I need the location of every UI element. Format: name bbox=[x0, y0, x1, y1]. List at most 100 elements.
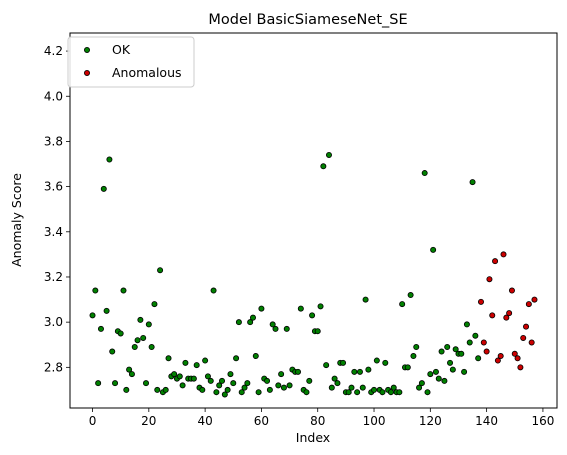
data-point-ok bbox=[128, 371, 135, 378]
data-point-ok bbox=[314, 328, 321, 335]
data-point-anomalous bbox=[494, 357, 501, 364]
data-point-ok bbox=[235, 319, 242, 326]
y-tick-label: 3.6 bbox=[44, 180, 63, 194]
data-point-ok bbox=[106, 156, 113, 163]
data-point-ok bbox=[249, 314, 256, 321]
data-point-ok bbox=[199, 386, 206, 393]
data-point-ok bbox=[466, 339, 473, 346]
data-point-ok bbox=[264, 377, 271, 384]
data-point-ok bbox=[421, 170, 428, 177]
data-point-ok bbox=[182, 359, 189, 366]
data-point-ok bbox=[219, 377, 226, 384]
data-point-ok bbox=[233, 355, 240, 362]
data-point-ok bbox=[325, 151, 332, 158]
y-tick-label: 3.0 bbox=[44, 315, 63, 329]
data-point-ok bbox=[190, 375, 197, 382]
data-point-ok bbox=[362, 296, 369, 303]
y-tick-label: 4.2 bbox=[44, 44, 63, 58]
data-point-ok bbox=[424, 389, 431, 396]
data-point-ok bbox=[447, 359, 454, 366]
data-point-ok bbox=[348, 384, 355, 391]
data-point-ok bbox=[475, 355, 482, 362]
data-point-anomalous bbox=[517, 364, 524, 371]
x-axis-label: Index bbox=[296, 430, 330, 445]
data-point-ok bbox=[255, 389, 262, 396]
data-point-ok bbox=[97, 325, 104, 332]
data-point-ok bbox=[340, 359, 347, 366]
data-point-ok bbox=[334, 380, 341, 387]
legend-box bbox=[67, 36, 195, 88]
data-point-ok bbox=[472, 332, 479, 339]
data-point-ok bbox=[359, 384, 366, 391]
data-point-ok bbox=[438, 348, 445, 355]
data-point-ok bbox=[396, 389, 403, 396]
data-point-ok bbox=[154, 386, 161, 393]
x-tick-label: 60 bbox=[254, 414, 269, 428]
legend-label-anomalous: Anomalous bbox=[112, 65, 182, 80]
data-point-ok bbox=[244, 380, 251, 387]
data-point-ok bbox=[148, 344, 155, 351]
data-point-ok bbox=[297, 305, 304, 312]
data-point-ok bbox=[441, 377, 448, 384]
x-axis-ticks: 0 20 40 60 80 100 120 140 160 bbox=[89, 408, 554, 428]
data-point-ok bbox=[176, 373, 183, 380]
legend-marker-ok bbox=[84, 47, 91, 54]
data-point-ok bbox=[134, 337, 141, 344]
data-point-ok bbox=[238, 389, 245, 396]
data-point-ok bbox=[126, 366, 133, 373]
data-point-ok bbox=[123, 386, 130, 393]
data-point-ok bbox=[230, 380, 237, 387]
data-point-ok bbox=[247, 319, 254, 326]
data-point-ok bbox=[275, 382, 282, 389]
data-point-anomalous bbox=[483, 348, 490, 355]
data-point-anomalous bbox=[486, 276, 493, 283]
data-point-ok bbox=[432, 368, 439, 375]
data-point-ok bbox=[323, 362, 330, 369]
scatter-points bbox=[89, 151, 538, 398]
data-point-anomalous bbox=[514, 355, 521, 362]
data-point-anomalous bbox=[520, 334, 527, 341]
x-tick-label: 40 bbox=[197, 414, 212, 428]
data-point-anomalous bbox=[523, 323, 530, 330]
data-point-ok bbox=[224, 386, 231, 393]
data-point-ok bbox=[356, 368, 363, 375]
x-tick-label: 120 bbox=[419, 414, 442, 428]
data-point-ok bbox=[280, 384, 287, 391]
data-point-ok bbox=[210, 287, 217, 294]
data-point-ok bbox=[295, 368, 302, 375]
data-point-ok bbox=[449, 366, 456, 373]
data-point-ok bbox=[145, 321, 152, 328]
data-point-ok bbox=[379, 389, 386, 396]
data-point-ok bbox=[328, 384, 335, 391]
data-point-ok bbox=[216, 382, 223, 389]
data-point-ok bbox=[286, 382, 293, 389]
data-point-ok bbox=[131, 344, 138, 351]
data-point-ok bbox=[303, 389, 310, 396]
data-point-ok bbox=[320, 163, 327, 170]
data-point-ok bbox=[413, 344, 420, 351]
legend-label-ok: OK bbox=[112, 42, 131, 57]
x-tick-label: 80 bbox=[310, 414, 325, 428]
y-tick-label: 3.2 bbox=[44, 270, 63, 284]
data-point-ok bbox=[258, 305, 265, 312]
data-point-ok bbox=[430, 246, 437, 253]
data-point-ok bbox=[416, 384, 423, 391]
y-axis-label: Anomaly Score bbox=[9, 173, 24, 267]
data-point-ok bbox=[278, 371, 285, 378]
y-axis-ticks: 2.8 3.0 3.2 3.4 3.6 3.8 4.0 4.2 bbox=[44, 44, 70, 374]
data-point-ok bbox=[117, 330, 124, 337]
data-point-anomalous bbox=[500, 251, 507, 258]
data-point-ok bbox=[100, 185, 107, 192]
data-point-ok bbox=[137, 316, 144, 323]
data-point-ok bbox=[317, 303, 324, 310]
data-point-ok bbox=[120, 287, 127, 294]
data-point-ok bbox=[193, 362, 200, 369]
data-point-ok bbox=[458, 350, 465, 357]
data-point-anomalous bbox=[528, 339, 535, 346]
data-point-anomalous bbox=[477, 298, 484, 305]
data-point-ok bbox=[399, 301, 406, 308]
data-point-ok bbox=[202, 357, 209, 364]
data-point-ok bbox=[452, 346, 459, 353]
data-point-ok bbox=[207, 377, 214, 384]
data-point-ok bbox=[283, 325, 290, 332]
